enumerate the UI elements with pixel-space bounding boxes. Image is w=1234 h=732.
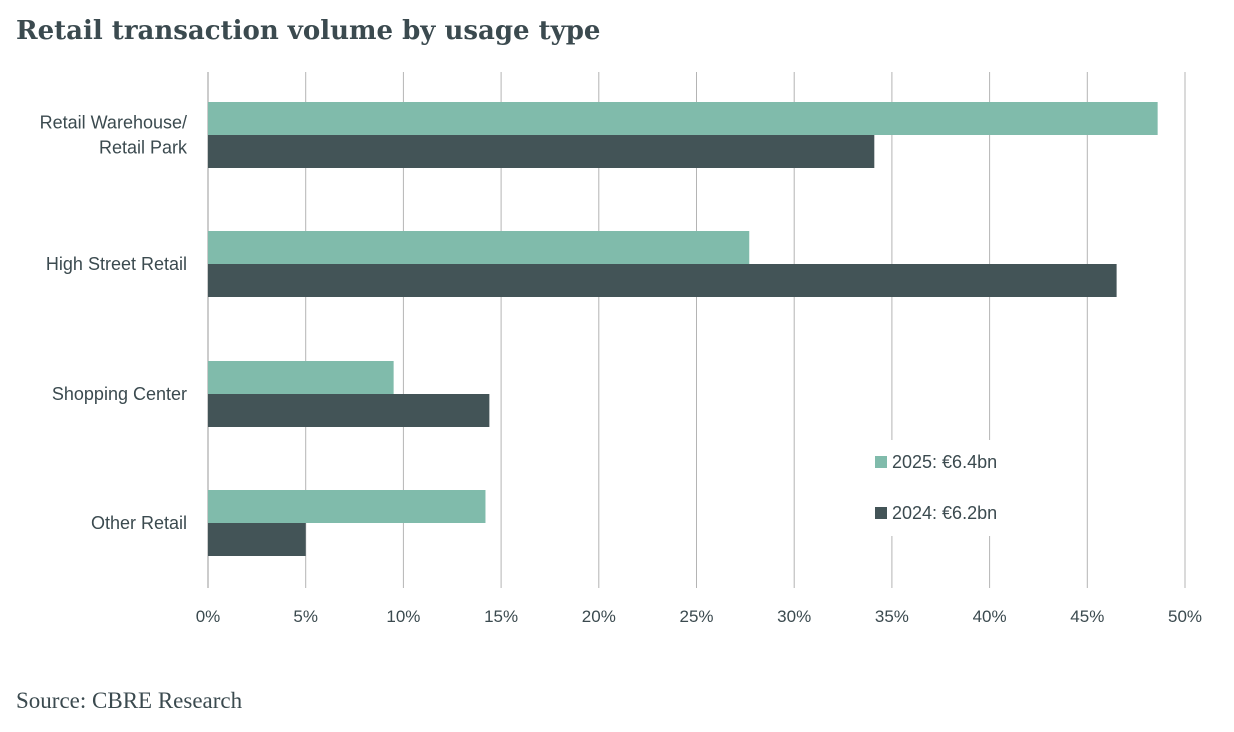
x-tick-label: 15% [484,607,518,626]
source-note: Source: CBRE Research [16,688,243,713]
x-tick-label: 20% [582,607,616,626]
bar-2024-1 [208,264,1117,297]
category-label: Other Retail [91,513,187,533]
x-tick-label: 0% [196,607,221,626]
x-tick-label: 50% [1168,607,1202,626]
bar-2024-2 [208,394,490,427]
x-tick-label: 25% [679,607,713,626]
bar-2024-3 [208,523,306,556]
category-label: Shopping Center [52,384,187,404]
category-label: Retail Park [99,138,188,158]
x-tick-label: 5% [293,607,318,626]
legend-background [862,440,1032,536]
x-tick-label: 35% [875,607,909,626]
category-label: Retail Warehouse/ [40,113,187,133]
bar-2024-0 [208,135,875,168]
tick-labels: 0% 5% 10% 15% 20% 25% 30% 35% 40% 45% 50% [196,607,1202,626]
category-label: High Street Retail [46,254,187,274]
category-labels: Retail Warehouse/Retail Park High Street … [40,113,188,534]
legend-label: 2025: €6.4bn [892,452,997,472]
chart-title: Retail transaction volume by usage type [16,16,601,46]
bar-2025-1 [208,231,750,264]
legend-swatch [875,507,887,519]
x-tick-label: 30% [777,607,811,626]
legend-label: 2024: €6.2bn [892,503,997,523]
x-tick-label: 45% [1070,607,1104,626]
bar-2025-2 [208,361,394,394]
legend-swatch [875,456,887,468]
bars [208,102,1158,556]
bar-2025-0 [208,102,1158,135]
x-tick-label: 10% [386,607,420,626]
x-tick-label: 40% [973,607,1007,626]
bar-2025-3 [208,490,486,523]
legend: 2025: €6.4bn 2024: €6.2bn [862,440,1032,536]
